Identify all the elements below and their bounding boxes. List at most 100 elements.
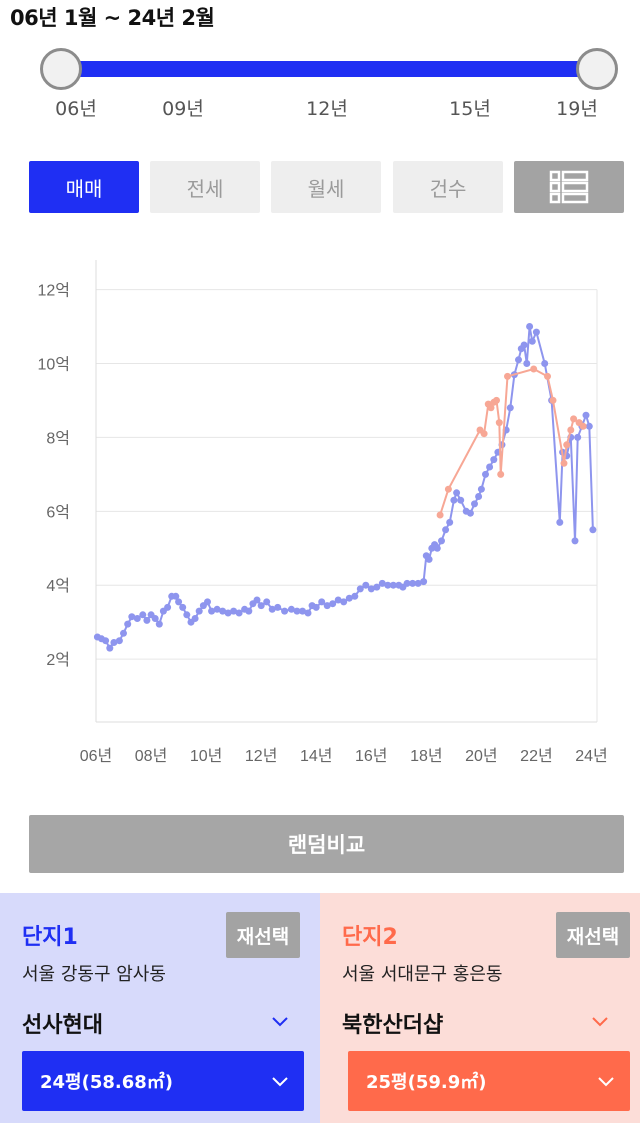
series-1-point [110, 639, 118, 646]
y-tick-label: 4억 [46, 577, 70, 595]
list-view-icon [549, 170, 589, 204]
series-1-point [532, 328, 540, 336]
series-1-point [139, 611, 147, 619]
x-tick-label: 14년 [300, 747, 333, 765]
complex1-panel: 단지1 재선택 서울 강동구 암사동 선사현대 24평(58.68㎡) [0, 893, 320, 1123]
slider-tick-label: 19년 [556, 98, 598, 120]
tab-monthly-rent[interactable]: 월세 [271, 161, 381, 213]
series-1-point [433, 544, 441, 552]
tab-count[interactable]: 건수 [393, 161, 503, 213]
tab-sale[interactable]: 매매 [29, 161, 139, 213]
complex2-size-select[interactable]: 25평(59.9㎡) [348, 1051, 630, 1111]
series-1-point [230, 607, 238, 615]
series-1-point [490, 456, 498, 464]
complex2-size-value: 25평(59.9㎡) [366, 1072, 487, 1093]
complex1-size-value: 24평(58.68㎡) [40, 1072, 173, 1093]
complex2-panel: 단지2 재선택 서울 서대문구 홍은동 북한산더샵 25평(59.9㎡) [320, 893, 640, 1123]
slider-tick-label: 12년 [306, 98, 348, 120]
complex2-name[interactable]: 북한산더샵 [342, 1013, 444, 1038]
chevron-down-icon[interactable] [590, 1011, 610, 1031]
series-1-point [574, 433, 582, 441]
series-1-point [268, 605, 276, 613]
series-1-point [356, 585, 364, 593]
series-1-point [384, 581, 392, 589]
series-1-point [442, 526, 450, 534]
series-1-point [257, 602, 265, 610]
series-2-point [567, 426, 575, 434]
complex1-reselect-button[interactable]: 재선택 [226, 912, 300, 958]
chevron-down-icon[interactable] [270, 1011, 290, 1031]
series-1-point [389, 581, 397, 589]
series-1-point [446, 518, 454, 526]
complex1-size-select[interactable]: 24평(58.68㎡) [22, 1051, 304, 1111]
series-1-point [471, 500, 478, 508]
series-1-point [293, 607, 301, 615]
series-2-point [487, 404, 495, 412]
series-1-point [175, 598, 183, 606]
complex1-address: 서울 강동구 암사동 [22, 964, 166, 985]
series-1-point [299, 607, 306, 615]
series-1-point [245, 607, 253, 615]
series-1-point [235, 609, 243, 617]
slider-selected-track [60, 61, 598, 77]
random-compare-button[interactable]: 랜덤비교 [29, 815, 624, 873]
complex2-title: 단지2 [342, 925, 398, 950]
series-1-point [151, 615, 159, 622]
series-1-point [589, 526, 597, 534]
series-2-point [493, 396, 500, 404]
list-view-button[interactable] [514, 161, 624, 213]
series-2-point [480, 430, 488, 438]
chevron-down-icon [272, 1077, 288, 1087]
series-1-point [133, 615, 141, 622]
series-1-point [378, 579, 386, 587]
series-1-point [367, 585, 375, 593]
series-1-point [115, 637, 123, 645]
series-1-point [523, 360, 531, 367]
series-1-point [475, 493, 483, 500]
x-tick-label: 08년 [135, 747, 168, 765]
series-1-point [281, 607, 289, 615]
y-tick-label: 2억 [46, 651, 70, 669]
complex1-name[interactable]: 선사현대 [22, 1013, 103, 1038]
complex2-reselect-button[interactable]: 재선택 [556, 912, 630, 958]
series-1-point [425, 555, 433, 563]
series-1-point [208, 607, 216, 615]
chevron-down-icon [598, 1077, 614, 1087]
series-1-point [183, 611, 191, 619]
y-tick-label: 6억 [46, 503, 70, 521]
series-2-point [444, 485, 452, 493]
series-1-point [477, 485, 485, 493]
series-1-point [155, 620, 163, 628]
series-1-point [120, 629, 127, 637]
series-1-point [438, 537, 445, 545]
x-tick-label: 22년 [520, 747, 553, 765]
series-1-point [541, 360, 549, 367]
series-1-point [526, 323, 534, 330]
series-1-point [528, 337, 536, 345]
price-trend-chart: 2억 4억 6억 8억 10억 12억 06년 08년 10년 12년 14년 16년 18년 20년 22… [37, 260, 608, 765]
series-1-point [515, 356, 522, 364]
tab-jeonse[interactable]: 전세 [150, 161, 260, 213]
series-1-point [323, 602, 331, 610]
series-1-point [164, 603, 172, 611]
series-1-point [304, 609, 312, 617]
series-1-point [466, 509, 474, 517]
x-tick-label: 24년 [575, 747, 608, 765]
x-tick-label: 06년 [80, 747, 113, 765]
x-tick-label: 10년 [190, 747, 223, 765]
slider-start-handle[interactable] [40, 48, 82, 90]
series-1-point [143, 616, 151, 624]
series-1-point [329, 600, 337, 608]
date-range-slider[interactable] [40, 44, 618, 94]
series-1-point [582, 411, 590, 419]
series-2-point [495, 419, 503, 427]
series-1-point [312, 603, 320, 611]
series-1-point [179, 603, 187, 611]
y-tick-label: 8억 [46, 429, 70, 447]
complex2-address: 서울 서대문구 홍은동 [342, 964, 503, 985]
slider-end-handle[interactable] [576, 48, 618, 90]
complex1-title: 단지1 [22, 925, 78, 950]
series-2-point [544, 372, 551, 380]
series-1-point [102, 637, 110, 645]
series-1-point [571, 537, 579, 545]
